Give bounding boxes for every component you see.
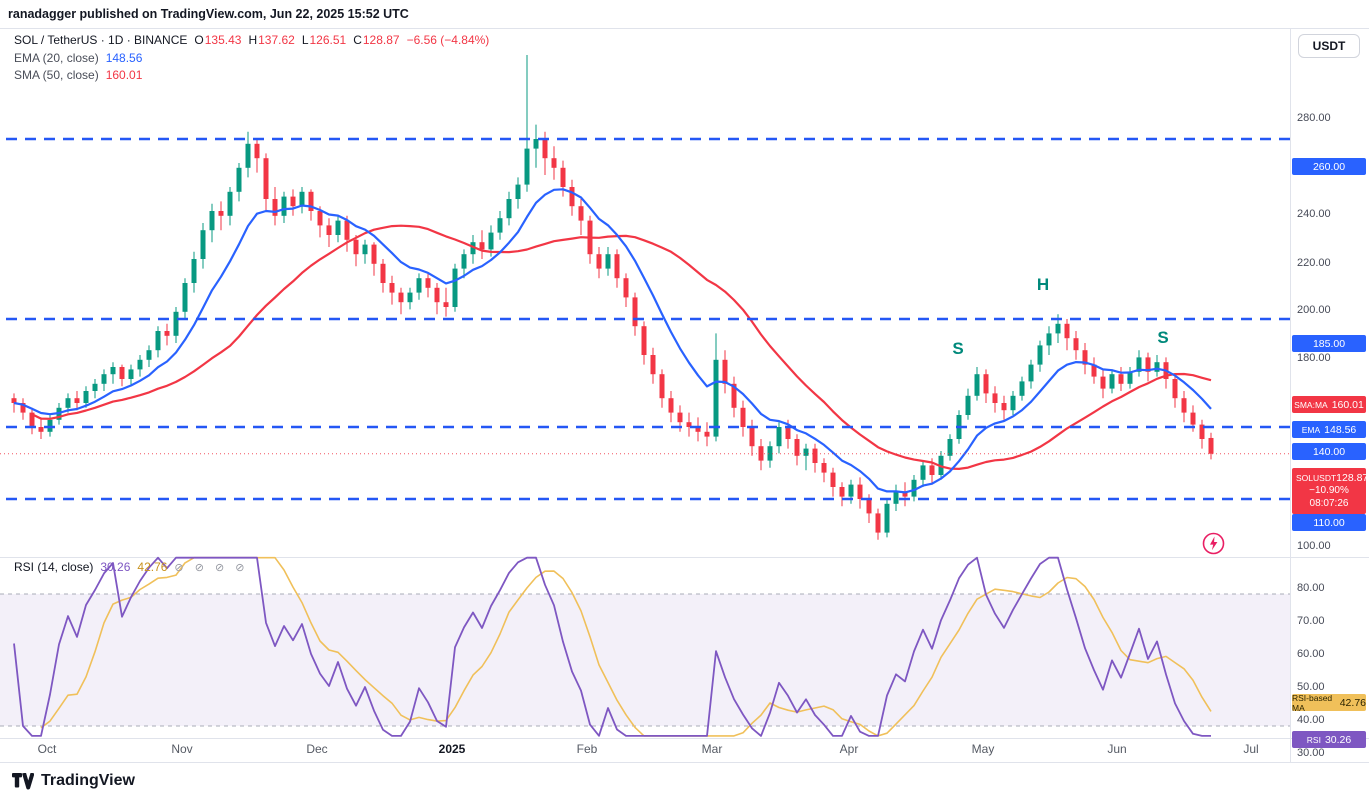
symbol-legend-row[interactable]: SOL / TetherUS · 1D · BINANCE O135.43 H1…: [14, 33, 489, 47]
divider-top: [0, 28, 1369, 29]
tradingview-logo[interactable]: TradingView: [12, 772, 135, 790]
divider-axis-column: [1290, 28, 1291, 762]
rsi-legend-row[interactable]: RSI (14, close) 30.26 42.76 ⊘ ⊘ ⊘ ⊘: [14, 560, 248, 574]
price-tick-220: 220.00: [1297, 257, 1331, 269]
currency-toggle-button[interactable]: USDT: [1298, 34, 1360, 58]
level-badge-110[interactable]: 110.00: [1292, 514, 1366, 531]
ohlc-close: C128.87: [353, 33, 400, 47]
chart-canvas[interactable]: H S S: [0, 28, 1290, 762]
publish-header: ranadagger published on TradingView.com,…: [8, 7, 409, 21]
rsi-tick-30: 30.00: [1297, 747, 1325, 759]
time-axis-label-jul: Jul: [1243, 742, 1259, 756]
rsi-value-badge: RSI 30.26: [1292, 731, 1366, 748]
ohlc-low: L126.51: [301, 33, 347, 47]
svg-text:H: H: [1037, 275, 1049, 294]
change-value: −6.56 (−4.84%): [406, 33, 490, 47]
sma-value: 160.01: [105, 68, 143, 82]
time-axis-label-nov: Nov: [171, 742, 193, 756]
time-axis-label-apr: Apr: [839, 742, 859, 756]
sma-price-badge: SMA:MA 160.01: [1292, 396, 1366, 413]
ema-legend-row[interactable]: EMA (20, close) 148.56: [14, 51, 142, 65]
rsi-label: RSI (14, close): [14, 560, 94, 574]
rsi-tick-50: 50.00: [1297, 681, 1325, 693]
svg-text:S: S: [952, 339, 963, 358]
rsi-ma-value: 42.76: [137, 560, 168, 574]
ema-value: 148.56: [105, 51, 143, 65]
time-axis-label-oct: Oct: [37, 742, 57, 756]
ohlc-open: O135.43: [194, 33, 242, 47]
flash-icon[interactable]: [1202, 532, 1225, 555]
sma-label: SMA (50, close): [14, 68, 99, 82]
time-axis[interactable]: Oct Nov Dec 2025 Feb Mar Apr May Jun Jul: [0, 738, 1290, 762]
divider-bottom: [0, 762, 1369, 763]
time-axis-label-dec: Dec: [306, 742, 328, 756]
level-badge-260[interactable]: 260.00: [1292, 158, 1366, 175]
rsi-ma-badge: RSI-based MA 42.76: [1292, 692, 1366, 713]
price-axis-column[interactable]: USDT 280.00 260.00 240.00 220.00 200.00 …: [1290, 28, 1369, 762]
time-axis-label-feb: Feb: [576, 742, 598, 756]
rsi-hidden-inputs-icons[interactable]: ⊘ ⊘ ⊘ ⊘: [174, 562, 249, 574]
tradingview-mark-icon: [12, 772, 34, 789]
rsi-tick-70: 70.00: [1297, 615, 1325, 627]
ohlc-high: H137.62: [248, 33, 295, 47]
rsi-tick-80: 80.00: [1297, 582, 1325, 594]
price-tick-240: 240.00: [1297, 208, 1331, 220]
price-tick-200: 200.00: [1297, 304, 1331, 316]
level-badge-140[interactable]: 140.00: [1292, 443, 1366, 460]
symbol-title[interactable]: SOL / TetherUS · 1D · BINANCE: [14, 33, 188, 47]
rsi-tick-40: 40.00: [1297, 714, 1325, 726]
time-axis-label-may: May: [971, 742, 995, 756]
rsi-tick-60: 60.00: [1297, 648, 1325, 660]
sma-legend-row[interactable]: SMA (50, close) 160.01: [14, 68, 142, 82]
last-price-badge: SOLUSDT 128.87 −10.90% 08:07:26: [1292, 468, 1368, 514]
time-axis-label-jun: Jun: [1107, 742, 1127, 756]
time-axis-label-mar: Mar: [701, 742, 723, 756]
divider-time-axis: [0, 738, 1369, 739]
price-tick-100: 100.00: [1297, 540, 1331, 552]
price-tick-180: 180.00: [1297, 352, 1331, 364]
divider-pane: [0, 557, 1369, 558]
price-tick-280: 280.00: [1297, 112, 1331, 124]
ema-label: EMA (20, close): [14, 51, 99, 65]
ema-price-badge: EMA 148.56: [1292, 421, 1366, 438]
time-axis-label-2025: 2025: [438, 742, 466, 756]
level-badge-185[interactable]: 185.00: [1292, 335, 1366, 352]
rsi-value: 30.26: [100, 560, 131, 574]
svg-text:S: S: [1157, 328, 1168, 347]
